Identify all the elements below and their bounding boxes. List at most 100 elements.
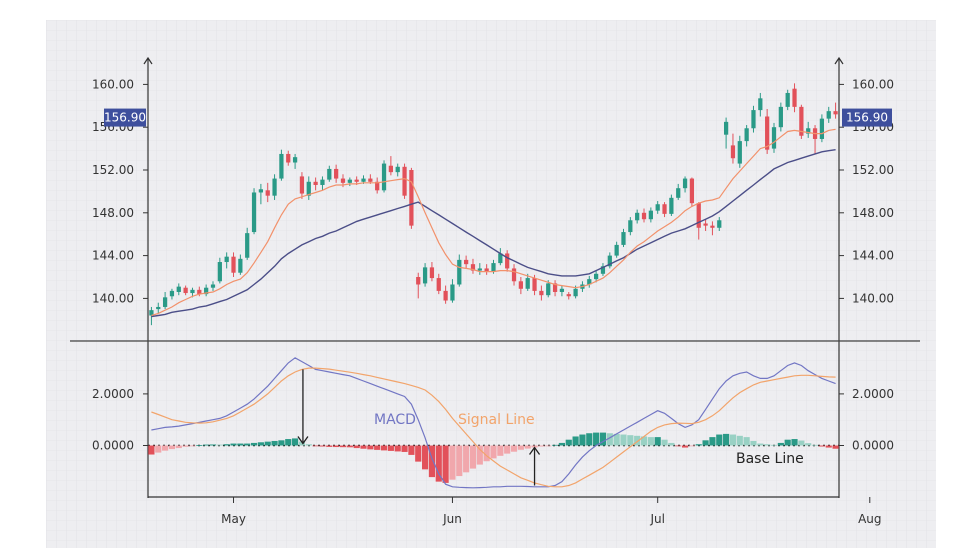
histogram-bar <box>736 435 743 446</box>
candle-up <box>778 106 783 128</box>
candle-up <box>245 233 250 258</box>
histogram-bar <box>572 436 579 446</box>
histogram-bar <box>182 445 189 447</box>
candle-up <box>573 288 578 297</box>
candle-down <box>730 145 736 159</box>
candle-up <box>279 153 284 179</box>
candle-up <box>546 283 551 296</box>
histogram-bar <box>545 445 552 447</box>
candle-down <box>518 281 523 289</box>
candle-up <box>723 121 729 135</box>
candle-up <box>600 266 606 274</box>
candle-up <box>669 197 674 214</box>
candle-up <box>422 267 428 284</box>
histogram-bar <box>196 445 203 446</box>
histogram-bar <box>483 445 490 462</box>
macd-tick-label-left: 2.0000 <box>92 387 134 401</box>
histogram-bar <box>504 445 511 454</box>
histogram-bar <box>422 445 429 470</box>
candle-up <box>758 98 763 111</box>
candle-up <box>176 286 181 292</box>
price-tick-label-right: 140.00 <box>852 291 894 305</box>
candle-down <box>710 225 715 228</box>
candle-up <box>190 289 195 294</box>
histogram-bar <box>798 440 805 446</box>
candle-down <box>197 289 202 295</box>
x-tick-label: Aug <box>858 512 881 526</box>
candle-up <box>238 258 243 273</box>
x-tick-label: Jul <box>649 512 664 526</box>
candle-up <box>457 259 462 285</box>
histogram-bar <box>675 445 682 447</box>
histogram-bar <box>415 445 422 462</box>
histogram-bar <box>278 440 285 446</box>
candle-down <box>689 178 695 204</box>
candle-down <box>539 290 544 296</box>
price-tick-label-left: 160.00 <box>92 77 134 91</box>
histogram-bar <box>524 445 531 449</box>
histogram-bar <box>476 445 483 465</box>
macd-tick-label-right: 0.0000 <box>852 439 894 453</box>
candle-down <box>792 88 797 107</box>
candle-up <box>594 273 599 280</box>
histogram-bar <box>777 442 784 446</box>
candle-up <box>498 253 503 264</box>
signal-line <box>151 367 836 488</box>
histogram-bar <box>702 440 709 446</box>
candle-up <box>717 220 722 228</box>
candle-down <box>765 116 770 150</box>
histogram-bar <box>456 445 463 477</box>
candle-down <box>443 290 448 301</box>
candle-up <box>621 232 626 245</box>
candle-up <box>251 192 257 233</box>
histogram-bar <box>216 444 223 446</box>
candle-down <box>299 176 305 194</box>
buy-crossover-arrow-head <box>529 446 541 455</box>
histogram-bar <box>209 444 217 446</box>
histogram-bar <box>647 437 654 446</box>
candle-up <box>320 179 325 185</box>
price-tick-label-left: 144.00 <box>92 249 134 263</box>
candle-down <box>470 264 476 271</box>
histogram-bar <box>148 445 155 455</box>
candle-up <box>785 92 790 107</box>
price-tag-right-background <box>842 108 892 127</box>
histogram-bar <box>298 441 306 446</box>
histogram-bar <box>723 433 730 446</box>
price-tick-label-right: 160.00 <box>852 77 894 91</box>
histogram-bar <box>634 435 641 446</box>
candle-down <box>416 277 421 285</box>
histogram-bar <box>558 442 565 446</box>
histogram-bar <box>346 445 353 448</box>
candle-down <box>464 259 469 265</box>
candle-down <box>696 203 701 228</box>
candle-down <box>532 278 537 291</box>
candle-up <box>162 297 168 307</box>
x-tick-label: Jun <box>442 512 462 526</box>
candle-up <box>655 204 660 211</box>
histogram-bar <box>811 444 819 446</box>
price-tick-label-right: 144.00 <box>852 249 894 263</box>
histogram-bar <box>435 445 442 482</box>
histogram-bar <box>244 443 251 446</box>
candle-down <box>231 256 236 273</box>
candle-up <box>491 263 496 272</box>
chart-svg: 140.00 140.00 144.00 144.00 148.00 148.00 152.… <box>46 20 936 548</box>
candle-up <box>327 168 332 180</box>
candle-up <box>361 178 366 182</box>
candle-up <box>306 181 311 196</box>
histogram-bar <box>627 435 634 446</box>
histogram-bar <box>832 445 839 449</box>
base-line-label: Base Line <box>736 451 804 467</box>
candle-up <box>607 255 612 267</box>
candle-down <box>340 178 346 183</box>
candle-down <box>265 190 270 196</box>
candle-up <box>525 278 530 289</box>
histogram-bar <box>586 433 593 446</box>
candle-up <box>204 287 209 295</box>
candle-down <box>313 181 318 185</box>
histogram-bar <box>394 445 401 452</box>
candle-down <box>409 170 414 226</box>
candle-up <box>628 220 633 233</box>
histogram-bar <box>339 445 347 448</box>
